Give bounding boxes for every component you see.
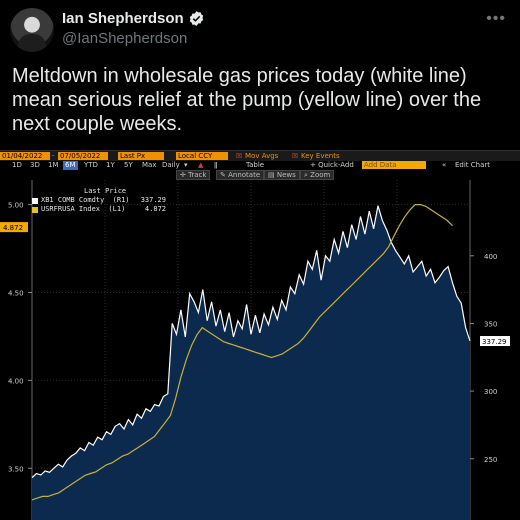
legend-title: Last Price [84, 187, 127, 195]
currency-select[interactable]: Local CCY [176, 152, 228, 160]
last-value-text: 337.29 [482, 338, 507, 346]
chart-legend: Last Price XB1 COMB Comdty (R1) 337.29 U… [32, 187, 166, 214]
left-tick-label: 3.50 [8, 465, 24, 473]
collapse-icon[interactable]: « [442, 161, 447, 169]
left-tick-label: 4.00 [8, 377, 24, 385]
quick-add-button[interactable]: + Quick-Add [310, 161, 354, 169]
key-events-label[interactable]: Key Events [301, 152, 340, 160]
name-row: Ian Shepherdson [62, 10, 205, 27]
mov-avgs-checkbox-icon[interactable]: ☒ [236, 152, 243, 160]
bar-style-icon[interactable]: ǁ [214, 161, 218, 169]
legend-name-pump: USRFRUSA Index (L1) [41, 205, 126, 213]
left-value-text: 4.872 [3, 224, 23, 232]
legend-swatch-pump [32, 206, 38, 213]
right-tick-label: 250 [484, 456, 497, 464]
range-1d[interactable]: 1D [12, 161, 22, 169]
tweet-text: Meltdown in wholesale gas prices today (… [12, 65, 482, 135]
tweet-header: Ian Shepherdson @IanShepherdson ••• [0, 0, 520, 56]
frequency-select[interactable]: Daily [162, 161, 180, 169]
left-axis: 3.50 4.00 4.50 5.00 [8, 202, 32, 473]
right-tick-label: 300 [484, 388, 497, 396]
chart-image[interactable]: 01/04/2022 - 07/05/2022 Last Px Local CC… [0, 150, 520, 520]
axis-tags: 337.29 4.872 [0, 222, 510, 347]
range-5y[interactable]: 5Y [124, 161, 133, 169]
key-events-checkbox-icon[interactable]: ☒ [292, 152, 299, 160]
date-separator: - [52, 152, 55, 160]
terminal-toolbar-tools: ✛ Track ✎ Annotate ▤ News ⌕ Zoom [0, 170, 520, 180]
terminal-toolbar-ranges: 1D 3D 1M 6M YTD 1Y 5Y Max Daily ▾ ▲ ǁ Ta… [0, 161, 520, 170]
range-ytd[interactable]: YTD [84, 161, 98, 169]
zoom-button[interactable]: ⌕ Zoom [300, 170, 335, 180]
start-date-field[interactable]: 01/04/2022 [0, 152, 50, 160]
left-value-tag [0, 222, 28, 233]
display-name[interactable]: Ian Shepherdson [62, 10, 184, 27]
left-tick-label: 4.50 [8, 289, 24, 297]
right-axis: 250 300 350 400 [470, 253, 497, 464]
handle[interactable]: @IanShepherdson [62, 30, 188, 47]
pencil-icon: ✎ [220, 171, 229, 179]
last-value-tag [480, 336, 510, 347]
left-tick-label: 5.00 [8, 202, 24, 210]
legend-swatch-gas [32, 197, 38, 204]
news-icon: ▤ [268, 171, 277, 179]
range-1y[interactable]: 1Y [106, 161, 115, 169]
annotate-button[interactable]: ✎ Annotate [216, 170, 265, 180]
frequency-chevron-down-icon[interactable]: ▾ [184, 161, 188, 169]
chart-type-icon[interactable]: ▲ [198, 161, 204, 169]
gas-price-area [32, 205, 470, 520]
edit-chart-button[interactable]: Edit Chart [455, 161, 491, 169]
end-date-field[interactable]: 07/05/2022 [58, 152, 108, 160]
add-data-input[interactable]: Add Data [362, 161, 426, 169]
legend-value-pump: 4.872 [144, 205, 166, 213]
verified-badge-icon [189, 11, 203, 26]
track-button[interactable]: ✛ Track [176, 170, 211, 180]
right-tick-label: 400 [484, 253, 497, 261]
zoom-icon: ⌕ [304, 171, 311, 179]
legend-row-gas: XB1 COMB Comdty (R1) 337.29 [32, 196, 166, 205]
price-field-select[interactable]: Last Px [118, 152, 164, 160]
range-max[interactable]: Max [142, 161, 157, 169]
range-6m[interactable]: 6M [63, 161, 78, 170]
legend-row-pump: USRFRUSA Index (L1) 4.872 [32, 205, 166, 214]
more-dots-icon[interactable]: ••• [486, 10, 506, 27]
legend-value-gas: 337.29 [140, 196, 166, 204]
range-1m[interactable]: 1M [48, 161, 59, 169]
news-button[interactable]: ▤ News [264, 170, 300, 180]
terminal-toolbar-dates: 01/04/2022 - 07/05/2022 Last Px Local CC… [0, 151, 520, 161]
table-button[interactable]: Table [246, 161, 265, 169]
range-3d[interactable]: 3D [30, 161, 40, 169]
right-tick-label: 350 [484, 320, 497, 328]
crosshair-icon: ✛ [180, 171, 189, 179]
legend-name-gas: XB1 COMB Comdty (R1) [41, 196, 130, 204]
avatar[interactable] [10, 8, 54, 52]
gas-price-line [31, 205, 471, 479]
mov-avgs-label[interactable]: Mov Avgs [245, 152, 279, 160]
pump-price-line [31, 204, 453, 501]
